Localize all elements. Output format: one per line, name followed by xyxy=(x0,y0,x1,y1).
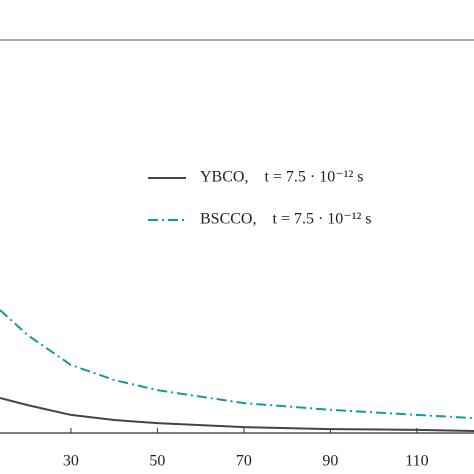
legend-label: BSCCO, t = 7.5 · 10⁻¹² s xyxy=(200,211,372,228)
x-tick-label: 50 xyxy=(149,453,165,470)
x-tick-label: 90 xyxy=(322,453,338,470)
x-tick-label: 70 xyxy=(236,453,252,470)
x-tick-label: 110 xyxy=(405,453,428,470)
series-line xyxy=(0,309,474,420)
legend-label: YBCO, t = 7.5 · 10⁻¹² s xyxy=(200,169,364,186)
x-tick-label: 30 xyxy=(63,453,79,470)
series-line xyxy=(0,397,474,433)
